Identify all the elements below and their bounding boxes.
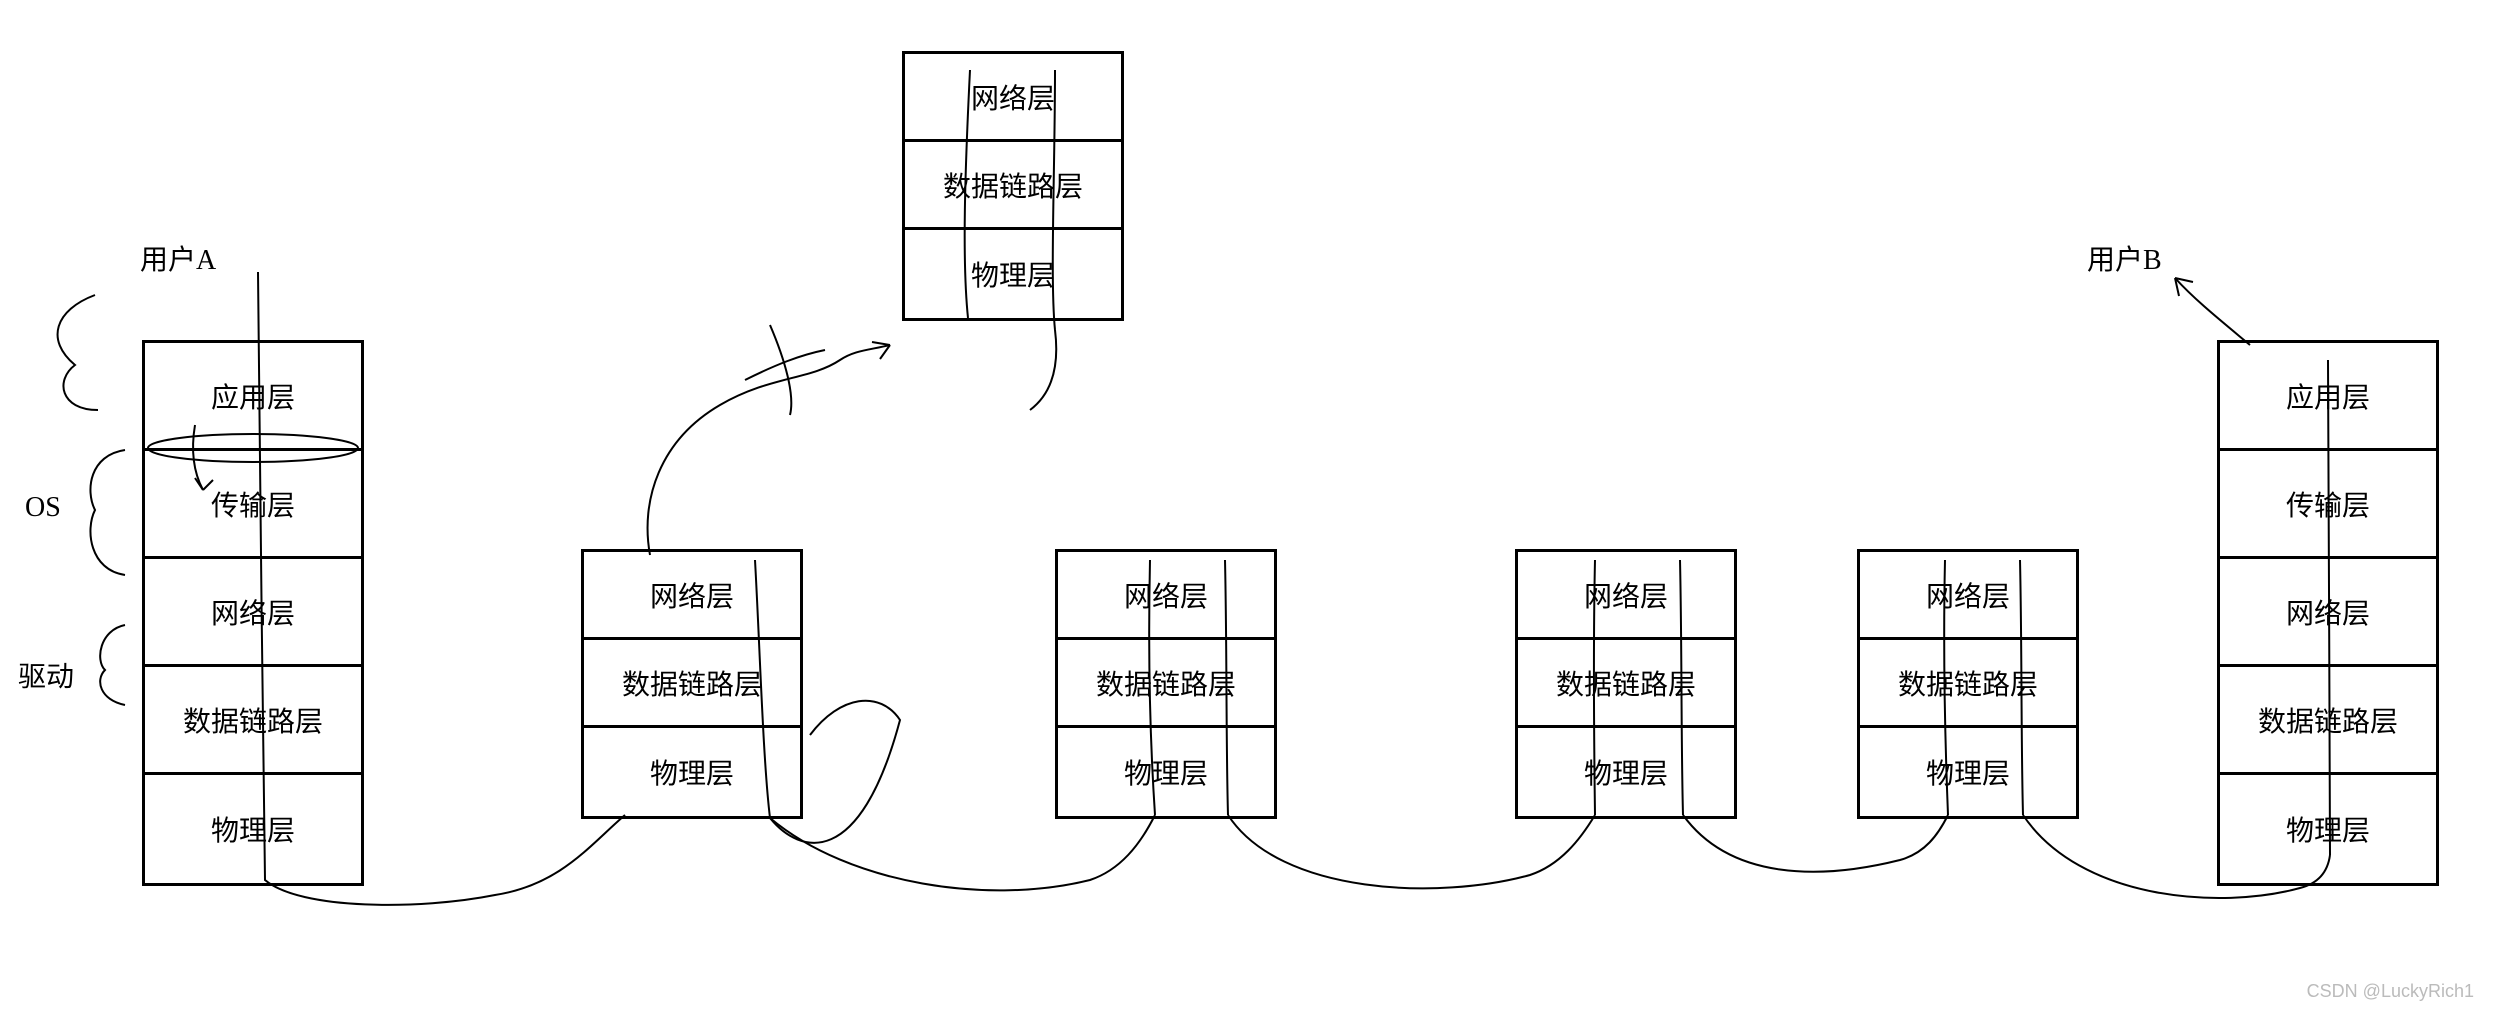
host-a-transport-layer: 传输层 (145, 451, 361, 559)
host-b-stack: 应用层 传输层 网络层 数据链路层 物理层 (2217, 340, 2439, 886)
connections-overlay (0, 0, 2494, 1012)
router2-physical-layer: 物理层 (1058, 728, 1274, 816)
router1-stack: 网络层 数据链路层 物理层 (581, 549, 803, 819)
top-router-stack: 网络层 数据链路层 物理层 (902, 51, 1124, 321)
router2-network-layer: 网络层 (1058, 552, 1274, 640)
router4-network-layer: 网络层 (1860, 552, 2076, 640)
watermark: CSDN @LuckyRich1 (2307, 981, 2474, 1002)
router4-physical-layer: 物理层 (1860, 728, 2076, 816)
router4-stack: 网络层 数据链路层 物理层 (1857, 549, 2079, 819)
top-router-physical-layer: 物理层 (905, 230, 1121, 318)
router1-physical-layer: 物理层 (584, 728, 800, 816)
router4-datalink-layer: 数据链路层 (1860, 640, 2076, 728)
router2-stack: 网络层 数据链路层 物理层 (1055, 549, 1277, 819)
host-b-datalink-layer: 数据链路层 (2220, 667, 2436, 775)
router3-stack: 网络层 数据链路层 物理层 (1515, 549, 1737, 819)
host-a-physical-layer: 物理层 (145, 775, 361, 883)
host-a-network-layer: 网络层 (145, 559, 361, 667)
host-b-app-layer: 应用层 (2220, 343, 2436, 451)
top-router-network-layer: 网络层 (905, 54, 1121, 142)
top-router-datalink-layer: 数据链路层 (905, 142, 1121, 230)
user-a-label: 用户A (140, 238, 216, 278)
host-a-stack: 应用层 传输层 网络层 数据链路层 物理层 (142, 340, 364, 886)
router2-datalink-layer: 数据链路层 (1058, 640, 1274, 728)
os-label: OS (25, 492, 61, 524)
host-a-app-layer: 应用层 (145, 343, 361, 451)
router3-network-layer: 网络层 (1518, 552, 1734, 640)
host-b-physical-layer: 物理层 (2220, 775, 2436, 883)
host-b-network-layer: 网络层 (2220, 559, 2436, 667)
router3-datalink-layer: 数据链路层 (1518, 640, 1734, 728)
user-b-label: 用户B (2087, 238, 2162, 278)
router1-network-layer: 网络层 (584, 552, 800, 640)
router3-physical-layer: 物理层 (1518, 728, 1734, 816)
host-b-transport-layer: 传输层 (2220, 451, 2436, 559)
host-a-datalink-layer: 数据链路层 (145, 667, 361, 775)
router1-datalink-layer: 数据链路层 (584, 640, 800, 728)
driver-label: 驱动 (18, 655, 74, 695)
